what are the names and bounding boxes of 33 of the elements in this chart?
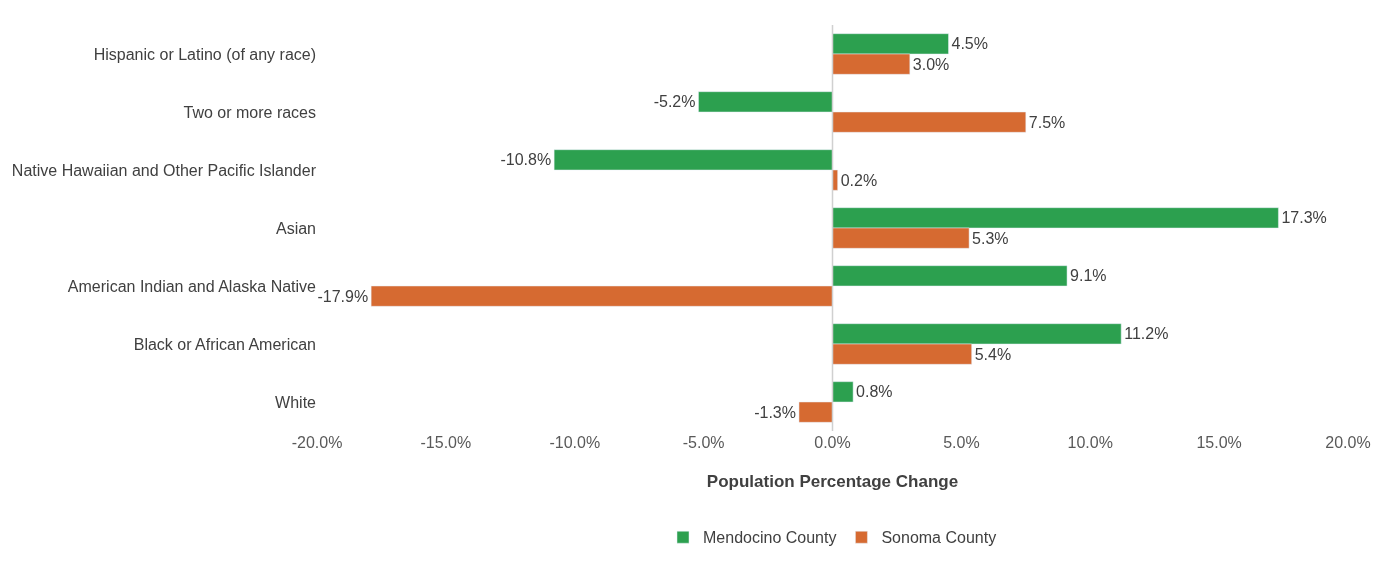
x-tick-label: -15.0% [420, 434, 472, 451]
data-label: 7.5% [1028, 113, 1066, 131]
y-tick-label: Two or more races [183, 103, 316, 121]
legend-label: Sonoma County [881, 529, 997, 547]
x-tick-label: -5.0% [682, 434, 725, 451]
y-tick-label: Native Hawaiian and Other Pacific Islander [11, 161, 317, 179]
data-label: 5.4% [974, 345, 1012, 363]
y-tick-label: Asian [275, 219, 316, 237]
data-label: 9.1% [1070, 267, 1107, 285]
data-label: 5.3% [972, 229, 1009, 247]
x-tick-label: 0.0% [814, 434, 851, 451]
data-label: 11.2% [1124, 325, 1169, 343]
x-tick-label: -10.0% [549, 434, 601, 451]
data-label: 17.3% [1281, 209, 1327, 227]
data-label: 0.2% [840, 171, 878, 189]
y-tick-label: White [275, 393, 317, 411]
x-tick-label: 5.0% [943, 434, 980, 451]
data-label: -17.9% [317, 287, 369, 305]
x-tick-label: -20.0% [291, 434, 343, 451]
x-tick-label: 20.0% [1325, 434, 1371, 451]
data-label: 4.5% [951, 35, 988, 53]
x-tick-label: 10.0% [1067, 434, 1113, 451]
x-axis-title: Population Percentage Change [706, 472, 959, 492]
data-label: -10.8% [500, 151, 552, 169]
legend-label: Mendocino County [703, 529, 837, 547]
data-label: -5.2% [653, 93, 696, 111]
data-label: 0.8% [856, 383, 893, 401]
data-label: -1.3% [754, 403, 796, 421]
y-tick-label: Black or African American [133, 335, 316, 353]
y-tick-label: American Indian and Alaska Native [67, 277, 317, 295]
x-tick-label: 15.0% [1196, 434, 1242, 451]
data-label: 3.0% [912, 55, 950, 73]
y-tick-label: Hispanic or Latino (of any race) [93, 45, 316, 63]
